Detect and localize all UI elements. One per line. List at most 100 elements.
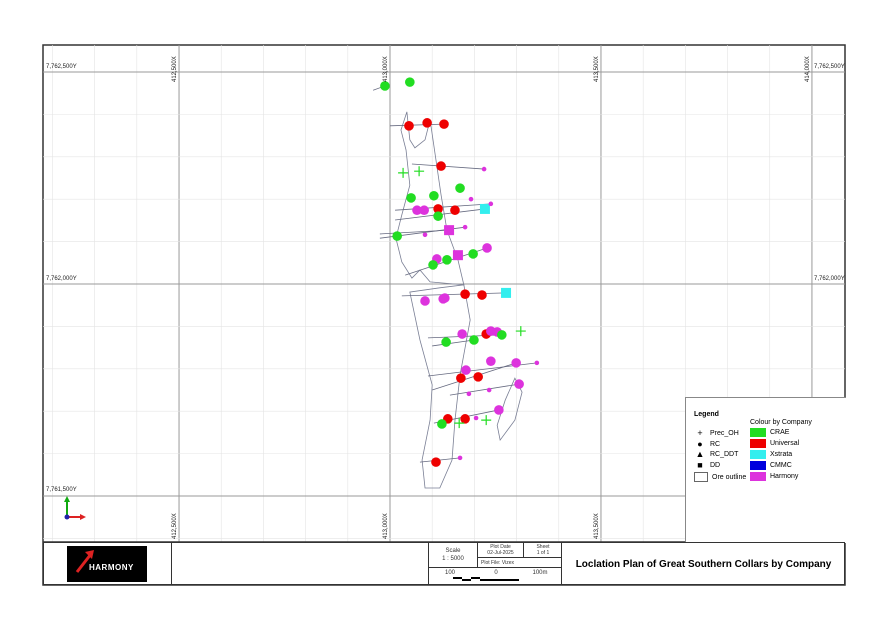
collar-rc (497, 330, 507, 340)
collar-rc (482, 243, 492, 253)
collar-rc (433, 211, 443, 221)
plot-file: Plot File: Vizex (481, 560, 514, 566)
collar-rc (439, 119, 449, 129)
collar-rc (457, 455, 463, 461)
drill-trace (389, 123, 445, 127)
collar-rc (468, 249, 478, 259)
axis-orientation-icon (64, 496, 86, 520)
collar-rc (455, 183, 465, 193)
company-label: Xstrata (770, 451, 793, 458)
collar-rc (477, 290, 487, 300)
triangle-icon: ▲ (695, 449, 705, 459)
plot-date: 02-Jul-2025 (487, 550, 514, 556)
collar-rc (511, 358, 521, 368)
collar-rc (422, 232, 428, 238)
divider (477, 557, 562, 558)
plus-icon: + (697, 428, 703, 438)
square-icon: ■ (697, 460, 703, 470)
collar-dd (444, 225, 455, 236)
legend-symbol-label: RC (710, 441, 721, 448)
collar-prec-oh (515, 326, 526, 337)
dot-icon: ● (697, 439, 703, 449)
collar-rc (441, 337, 451, 347)
company-swatch (750, 450, 766, 459)
legend-symbol-label: DD (710, 462, 721, 469)
scale-block (428, 542, 562, 585)
grid-label-x-top: 413,000X (383, 56, 389, 82)
collar-rc (473, 415, 479, 421)
scale-label: Scale (445, 548, 461, 554)
scale-bar-mid: 0 (494, 570, 498, 576)
company-swatch (750, 439, 766, 448)
legend-panel: Legend Colour by Company + Prec_OH ● RC ▲ R… (685, 397, 846, 543)
scale-bar-left: 100 (444, 570, 455, 576)
collar-rc (392, 231, 402, 241)
legend-title: Legend (694, 411, 719, 418)
legend-symbol-label: Ore outline (712, 473, 747, 481)
collar-rc (431, 457, 441, 467)
collar-rc (460, 414, 470, 424)
map-title: Loclation Plan of Great Southern Collars… (575, 559, 832, 570)
collar-rc (488, 201, 494, 207)
divider (523, 542, 524, 557)
grid-label-x-bottom: 412,500X (172, 513, 178, 539)
ore-outline (496, 377, 523, 442)
divider (171, 542, 172, 585)
collar-rc (437, 419, 447, 429)
harmony-logo: HARMONY (67, 546, 147, 582)
collar-rc (436, 161, 446, 171)
collar-rc (406, 193, 416, 203)
collar-prec-oh (454, 418, 465, 429)
drill-trace (401, 292, 507, 297)
collar-rc (534, 360, 540, 366)
ore-outline (395, 111, 465, 286)
colour-by-company-title: Colour by Company (750, 419, 812, 426)
collar-rc (428, 260, 438, 270)
collar-rc (461, 365, 471, 375)
sheet-value: 1 of 1 (536, 550, 550, 556)
divider (428, 567, 562, 568)
collar-rc (460, 289, 470, 299)
collar-rc (462, 224, 468, 230)
drill-trace (432, 339, 475, 347)
collar-rc (450, 205, 460, 216)
drill-trace (411, 163, 485, 170)
collar-rc (433, 204, 443, 214)
grid-label-x-bottom: 413,500X (594, 513, 600, 539)
scale-bar (453, 577, 519, 581)
divider (477, 542, 478, 567)
grid-label-x-bottom: 413,000X (383, 513, 389, 539)
collar-rc (440, 293, 450, 303)
collar-prec-oh (398, 167, 409, 178)
collar-rc (473, 372, 483, 382)
title-block (43, 542, 845, 585)
grid-label-x-top: 414,000X (805, 56, 811, 82)
collar-rc (486, 356, 496, 366)
grid-label-x-top: 412,500X (172, 56, 178, 82)
grid-label-y-left: 7,762,500Y (46, 64, 77, 70)
collar-rc (466, 391, 472, 397)
grid-label-y-left: 7,761,500Y (46, 487, 77, 493)
plot-date-label: Plot Date (490, 544, 511, 550)
collar-rc (514, 379, 524, 389)
collar-rc (494, 405, 504, 415)
collar-prec-oh (481, 415, 492, 426)
company-swatch (750, 428, 766, 437)
collar-rc (420, 296, 430, 306)
drill-trace (395, 203, 491, 211)
collar-dd (501, 287, 512, 298)
drill-trace (379, 229, 450, 235)
logo-text: HARMONY (89, 563, 134, 572)
collar-dd (479, 203, 490, 214)
company-swatch (750, 461, 766, 470)
outline-box-icon (694, 472, 708, 482)
company-label: CMMC (770, 462, 792, 469)
company-label: CRAE (770, 429, 790, 436)
grid-label-y-left: 7,762,000Y (46, 276, 77, 282)
legend-symbol-label: Prec_OH (710, 430, 739, 437)
collar-rc (456, 373, 466, 383)
sheet-label: Sheet (536, 544, 550, 550)
company-label: Universal (770, 440, 800, 447)
collar-rc (457, 329, 467, 339)
